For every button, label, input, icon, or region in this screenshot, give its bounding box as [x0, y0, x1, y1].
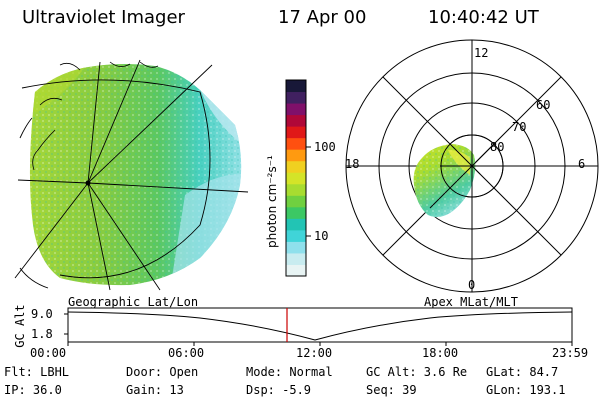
geographic-image [14, 59, 249, 291]
info-filter: Flt: LBHL [4, 365, 70, 379]
colorbar-segment [286, 252, 306, 265]
colorbar-segment [286, 91, 306, 104]
info-gain: Gain: 13 [126, 383, 184, 397]
colorbar-tick-100: 100 [314, 140, 336, 154]
mlt-label-6: 6 [578, 157, 586, 171]
colorbar-segment [286, 241, 306, 254]
info-dsp: Dsp: -5.9 [246, 383, 312, 397]
colorbar-segment [286, 172, 306, 185]
time-tick-1200: 12:00 [296, 346, 333, 360]
apex-caption: Apex MLat/MLT [424, 295, 518, 309]
colorbar-segment [286, 218, 306, 231]
info-ip: IP: 36.0 [4, 383, 62, 397]
gc-alt-axis-title: GC Alt [13, 304, 27, 348]
colorbar-segment [286, 229, 306, 242]
info-seq: Seq: 39 [366, 383, 417, 397]
mlat-label-80: 80 [490, 140, 505, 154]
colorbar-segment [286, 149, 306, 162]
mlat-label-60: 60 [536, 98, 551, 112]
alt-tick-1-8: 1.8 [31, 327, 53, 341]
alt-tick-9: 9.0 [31, 307, 53, 321]
colorbar-segment [286, 264, 306, 277]
mlat-label-70: 70 [512, 120, 527, 134]
time-tick-0000: 00:00 [30, 346, 67, 360]
colorbar-segment [286, 206, 306, 219]
info-gc-alt: GC Alt: 3.6 Re [366, 365, 468, 379]
mlt-label-12: 12 [474, 46, 489, 60]
mlt-label-0: 0 [468, 278, 476, 292]
colorbar-segment [286, 183, 306, 196]
info-door: Door: Open [126, 365, 199, 379]
colorbar-segment [286, 137, 306, 150]
colorbar-segment [286, 195, 306, 208]
altitude-curve [67, 311, 573, 341]
colorbar-segment [286, 160, 306, 173]
observation-time: 10:40:42 UT [428, 7, 539, 28]
polar-auroral-image [413, 144, 476, 218]
geographic-caption: Geographic Lat/Lon [68, 295, 199, 309]
colorbar-tick-10: 10 [314, 229, 329, 243]
time-tick-0600: 06:00 [168, 346, 205, 360]
observation-date: 17 Apr 00 [278, 7, 367, 28]
colorbar-segment [286, 126, 306, 139]
time-tick-2359: 23:59 [552, 346, 589, 360]
instrument-title: Ultraviolet Imager [22, 7, 185, 28]
colorbar-segment [286, 80, 306, 93]
info-glon: GLon: 193.1 [486, 383, 566, 397]
colorbar-segment [286, 114, 306, 127]
mlt-label-18: 18 [345, 157, 360, 171]
color-scale-bar [286, 80, 306, 277]
time-tick-1800: 18:00 [422, 346, 459, 360]
colorbar-segment [286, 103, 306, 116]
info-glat: GLat: 84.7 [486, 365, 559, 379]
info-mode: Mode: Normal [246, 365, 333, 379]
altitude-plot [64, 307, 573, 346]
colorbar-unit-label: photon cm⁻²s⁻¹ [265, 155, 279, 248]
